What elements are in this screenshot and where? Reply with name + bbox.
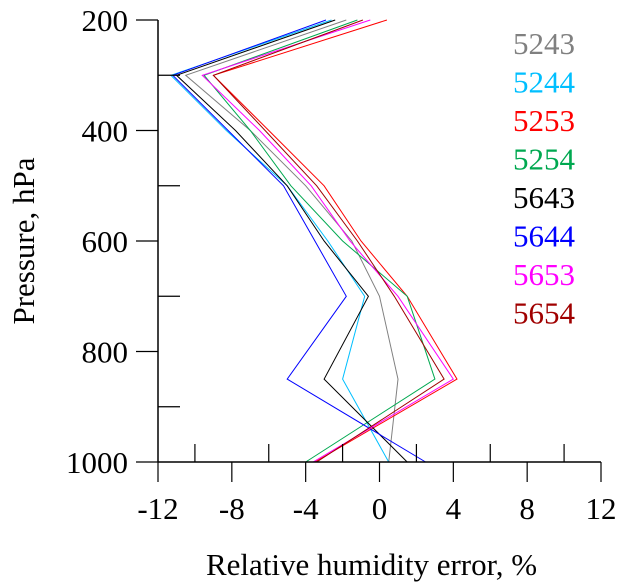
y-tick-label: 800 — [82, 335, 129, 370]
legend-entry-5254: 5254 — [513, 142, 576, 177]
legend-entry-5644: 5644 — [513, 219, 576, 254]
series-line-5653 — [201, 19, 455, 463]
x-tick-label: 8 — [519, 491, 535, 526]
legend-entry-5654: 5654 — [513, 296, 576, 331]
legend-entry-5643: 5643 — [513, 180, 575, 215]
axes: 200 400 600 800 1000 -12 -8 -4 0 4 8 12 — [66, 3, 617, 526]
x-tick-label: 4 — [446, 491, 462, 526]
x-tick-label: 0 — [372, 491, 388, 526]
series-line-5643 — [175, 19, 408, 463]
series-line-5644 — [171, 19, 426, 463]
y-tick-label: 400 — [82, 114, 129, 149]
series-line-5654 — [212, 19, 445, 463]
y-axis-label: Pressure, hPa — [6, 157, 41, 324]
x-tick-label: -12 — [137, 491, 178, 526]
series-line-5254 — [203, 19, 436, 463]
x-tick-label: -8 — [219, 491, 245, 526]
y-tick-label: 600 — [82, 224, 129, 259]
x-axis-label: Relative humidity error, % — [206, 547, 537, 582]
legend-entry-5244: 5244 — [513, 65, 576, 100]
series-line-5243 — [184, 19, 399, 463]
legend-entry-5253: 5253 — [513, 103, 575, 138]
legend-entry-5653: 5653 — [513, 257, 575, 292]
y-tick-label: 1000 — [66, 445, 128, 480]
series-line-5253 — [212, 19, 458, 463]
legend-entry-5243: 5243 — [513, 26, 575, 61]
series-line-5244 — [169, 19, 390, 463]
x-tick-label: 12 — [586, 491, 617, 526]
y-tick-label: 200 — [82, 3, 129, 38]
x-tick-label: -4 — [293, 491, 319, 526]
series-lines — [169, 19, 458, 463]
